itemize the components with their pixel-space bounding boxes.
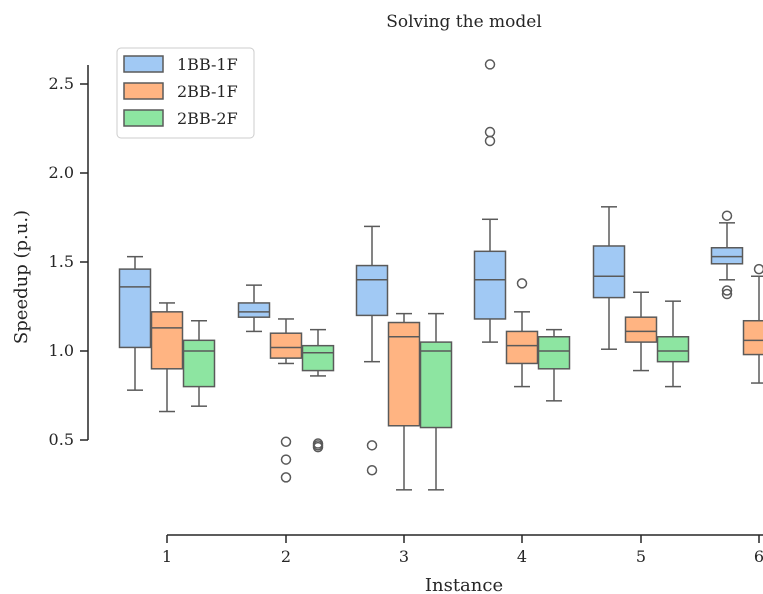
y-axis-ticks: 0.5 1.0 1.5 2.0 2.5 [49, 74, 88, 449]
box-1BB-1F-instance-2 [237, 284, 271, 333]
outlier-point [366, 440, 378, 451]
box-2BB-2F-instance-4 [537, 328, 571, 402]
x-axis-ticks: 1 2 3 4 5 6 [162, 535, 763, 566]
box-2BB-2F-instance-3 [419, 312, 453, 491]
box-body [118, 268, 152, 349]
box-groups [118, 59, 763, 491]
box-body [150, 311, 184, 370]
chart-title: Solving the model [386, 12, 542, 32]
outlier-point [280, 472, 292, 483]
box-2BB-1F-instance-1 [150, 302, 184, 413]
legend: 1BB-1F 2BB-1F 2BB-2F [116, 47, 255, 139]
outlier-point [484, 126, 496, 138]
box-2BB-1F-instance-3 [387, 312, 421, 491]
box-2BB-2F-instance-5 [656, 300, 690, 388]
legend-swatch [123, 109, 164, 127]
y-tick-label: 0.5 [49, 430, 74, 449]
outlier-point [721, 285, 733, 296]
box-body [624, 316, 658, 343]
box-1BB-1F-instance-1 [118, 255, 152, 391]
legend-label: 2BB-1F [177, 82, 238, 101]
x-tick-label: 1 [162, 547, 172, 566]
box-2BB-1F-instance-6 [742, 263, 763, 384]
box-1BB-1F-instance-3 [355, 225, 389, 476]
y-tick-label: 2.5 [49, 74, 74, 93]
outlier-point [516, 278, 528, 289]
box-2BB-2F-instance-2 [301, 328, 335, 453]
box-body [269, 332, 303, 359]
outlier-point [366, 465, 378, 476]
box-2BB-1F-instance-4 [505, 278, 539, 388]
outlier-point [721, 288, 733, 300]
outlier-point [484, 135, 496, 147]
x-tick-label: 2 [281, 547, 291, 566]
box-body [355, 264, 389, 317]
x-tick-label: 4 [517, 547, 527, 566]
y-tick-label: 1.5 [49, 252, 74, 271]
y-axis-label: Speedup (p.u.) [11, 210, 32, 344]
legend-label: 2BB-2F [177, 109, 238, 128]
outlier-point [484, 59, 496, 70]
x-axis-label: Instance [425, 575, 503, 594]
legend-swatch [123, 82, 164, 100]
box-body [301, 344, 335, 372]
legend-label: 1BB-1F [177, 55, 238, 74]
x-tick-label: 5 [636, 547, 646, 566]
box-1BB-1F-instance-5 [592, 206, 626, 350]
box-2BB-2F-instance-1 [182, 319, 216, 407]
box-body [182, 339, 216, 388]
y-tick-label: 2.0 [49, 163, 74, 182]
outlier-point [721, 210, 733, 221]
outlier-point [753, 263, 763, 275]
box-body [387, 321, 421, 427]
box-body [505, 330, 539, 365]
x-tick-label: 6 [754, 547, 763, 566]
box-body [237, 302, 271, 318]
box-2BB-1F-instance-2 [269, 318, 303, 483]
box-1BB-1F-instance-4 [473, 59, 507, 343]
y-tick-label: 1.0 [49, 341, 74, 360]
outlier-point [312, 441, 324, 453]
box-body [473, 250, 507, 320]
box-body [419, 341, 453, 429]
box-body [710, 247, 744, 265]
box-2BB-1F-instance-5 [624, 291, 658, 372]
box-body [656, 336, 690, 363]
box-body [537, 336, 571, 370]
box-body [592, 245, 626, 299]
outlier-point [280, 436, 292, 448]
x-tick-label: 3 [399, 547, 409, 566]
legend-swatch [123, 55, 164, 73]
box-body [742, 319, 763, 356]
box-1BB-1F-instance-6 [710, 210, 744, 300]
outlier-point [280, 454, 292, 465]
